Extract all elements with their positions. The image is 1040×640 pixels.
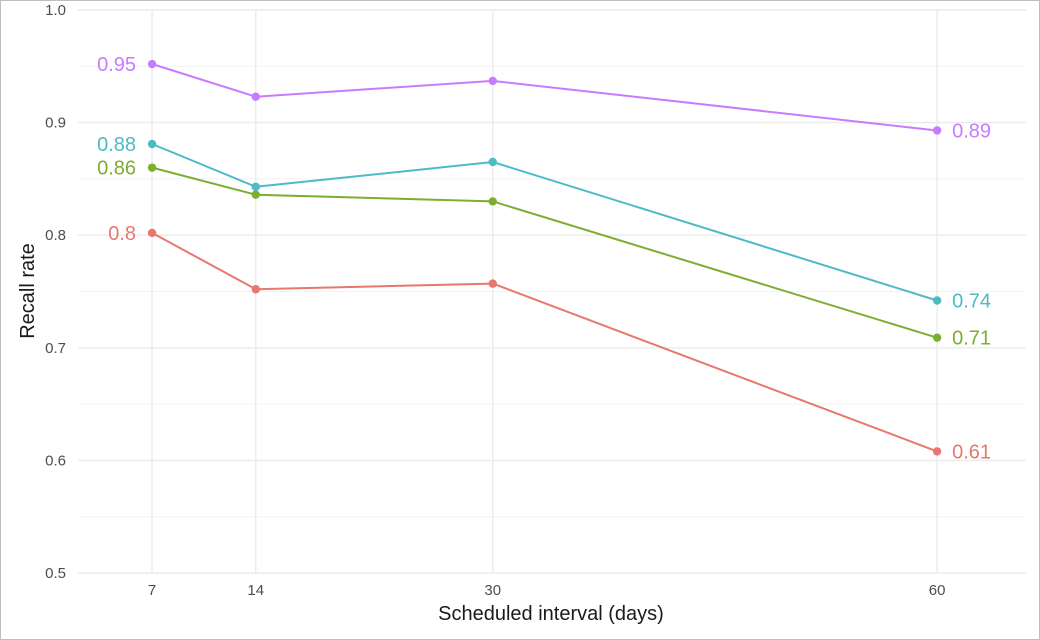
series-lines — [151, 63, 938, 453]
data-point — [932, 126, 942, 135]
data-point — [147, 228, 157, 238]
data-point — [488, 279, 497, 288]
data-point — [147, 139, 157, 149]
series-start-label: 0.8 — [108, 223, 136, 245]
y-tick-label: 0.8 — [45, 227, 66, 244]
series-points — [147, 59, 942, 456]
data-point — [932, 333, 942, 342]
series-start-label: 0.95 — [97, 54, 136, 76]
series-end-label: 0.71 — [952, 328, 991, 350]
y-tick-label: 1.0 — [45, 2, 66, 19]
data-point — [147, 59, 157, 69]
series-end-label: 0.74 — [952, 291, 991, 313]
data-point — [251, 190, 260, 199]
data-point — [251, 182, 260, 191]
data-point — [251, 285, 260, 294]
y-axis-title: Recall rate — [17, 243, 39, 339]
x-tick-label: 30 — [484, 582, 501, 599]
x-axis-ticks: 7 14 30 60 — [148, 582, 946, 599]
y-tick-label: 0.5 — [45, 565, 66, 582]
y-tick-label: 0.9 — [45, 115, 66, 132]
series-end-label: 0.89 — [952, 120, 991, 142]
data-point — [488, 76, 497, 86]
series-labels: 0.95 0.89 0.88 0.74 0.86 0.71 0.8 0.61 — [97, 54, 991, 463]
series-line-0 — [151, 63, 938, 132]
x-tick-label: 60 — [929, 582, 946, 599]
series-line-1 — [151, 143, 938, 302]
y-axis-ticks: 0.5 0.6 0.7 0.8 0.9 1.0 — [45, 2, 66, 582]
data-point — [932, 447, 942, 456]
data-point — [147, 163, 157, 172]
series-end-label: 0.61 — [952, 441, 991, 463]
series-start-label: 0.86 — [97, 158, 136, 180]
data-point — [251, 92, 260, 101]
y-tick-label: 0.6 — [45, 452, 66, 469]
series-line-2 — [151, 166, 938, 339]
x-tick-label: 7 — [148, 582, 156, 599]
data-point — [932, 296, 942, 305]
data-point — [488, 197, 497, 206]
series-line-3 — [151, 232, 938, 453]
x-tick-label: 14 — [247, 582, 264, 599]
data-point — [488, 157, 497, 167]
x-axis-title: Scheduled interval (days) — [438, 603, 664, 625]
minor-gridlines — [78, 65, 1026, 518]
y-tick-label: 0.7 — [45, 340, 66, 357]
series-start-label: 0.88 — [97, 134, 136, 156]
